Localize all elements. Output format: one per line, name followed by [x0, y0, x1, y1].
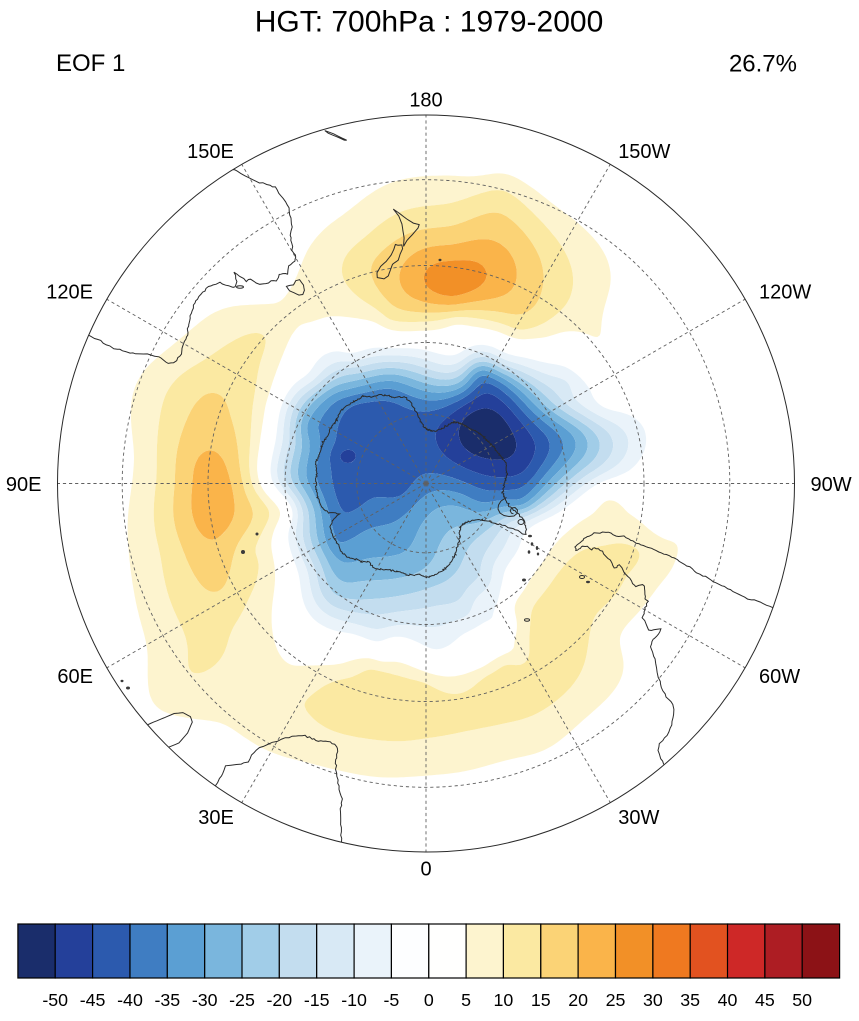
svg-text:150E: 150E	[187, 141, 234, 163]
svg-text:20: 20	[568, 990, 588, 1010]
svg-text:5: 5	[461, 990, 471, 1010]
svg-text:EOF 1: EOF 1	[56, 50, 125, 77]
svg-text:30E: 30E	[198, 807, 234, 829]
svg-text:120E: 120E	[46, 282, 93, 304]
svg-text:-35: -35	[154, 990, 180, 1010]
svg-text:-20: -20	[266, 990, 292, 1010]
svg-text:0: 0	[424, 990, 434, 1010]
svg-text:60E: 60E	[57, 666, 93, 688]
svg-text:120W: 120W	[759, 282, 811, 304]
svg-text:30W: 30W	[618, 807, 659, 829]
svg-text:-45: -45	[80, 990, 106, 1010]
svg-text:60W: 60W	[759, 666, 800, 688]
svg-text:90E: 90E	[6, 474, 42, 496]
svg-text:45: 45	[755, 990, 775, 1010]
svg-text:-30: -30	[192, 990, 218, 1010]
svg-text:-5: -5	[383, 990, 399, 1010]
svg-text:-50: -50	[42, 990, 68, 1010]
svg-text:-10: -10	[341, 990, 367, 1010]
svg-text:25: 25	[606, 990, 626, 1010]
svg-text:40: 40	[718, 990, 738, 1010]
svg-text:15: 15	[531, 990, 551, 1010]
svg-text:90W: 90W	[811, 474, 852, 496]
svg-text:-40: -40	[117, 990, 143, 1010]
svg-text:HGT: 700hPa : 1979-2000: HGT: 700hPa : 1979-2000	[255, 6, 604, 39]
svg-text:-15: -15	[304, 990, 330, 1010]
svg-text:0: 0	[420, 858, 431, 880]
svg-text:35: 35	[680, 990, 700, 1010]
svg-text:30: 30	[643, 990, 663, 1010]
svg-text:10: 10	[494, 990, 514, 1010]
svg-text:180: 180	[409, 89, 442, 111]
svg-text:150W: 150W	[618, 141, 670, 163]
svg-text:50: 50	[792, 990, 812, 1010]
svg-text:-25: -25	[229, 990, 255, 1010]
svg-text:26.7%: 26.7%	[729, 51, 797, 78]
